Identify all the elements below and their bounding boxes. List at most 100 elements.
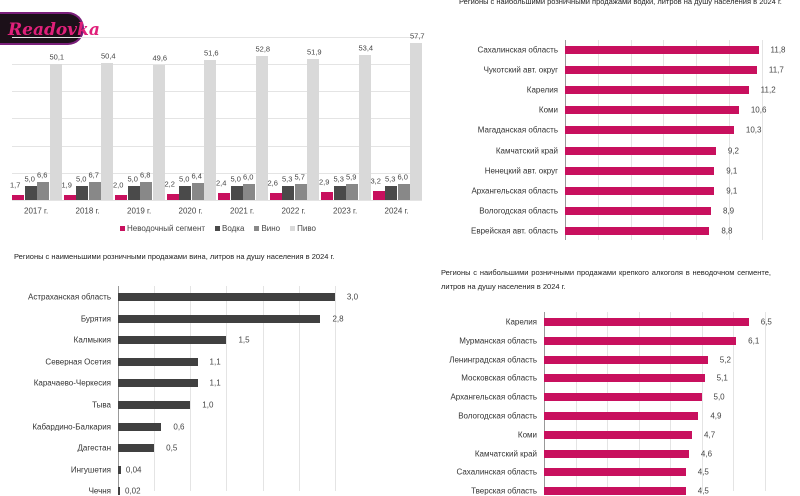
gridline [12, 118, 422, 120]
bar [152, 65, 165, 200]
data-label: 6,5 [760, 317, 772, 327]
data-label: 9,1 [726, 186, 738, 196]
data-label: 6,0 [397, 172, 408, 182]
bar [544, 430, 693, 439]
legend-item: Водка [215, 224, 244, 233]
category-label: Камчатский край [495, 146, 558, 155]
gridline [12, 91, 422, 93]
readovka-logo: Readovka [0, 12, 100, 45]
data-label: 9,2 [727, 146, 739, 155]
gridline [12, 172, 422, 174]
data-label: 8,8 [721, 226, 733, 236]
data-label: 6,0 [243, 172, 254, 182]
axis-line [565, 40, 566, 240]
gridline [630, 40, 632, 240]
bar [191, 182, 204, 200]
data-label: 10,6 [750, 105, 767, 115]
gridline [12, 145, 422, 147]
bar [294, 184, 307, 200]
bar [565, 186, 715, 195]
data-label: 5,7 [294, 172, 305, 182]
data-label: 4,5 [697, 486, 709, 496]
data-label: 11,8 [770, 45, 786, 55]
bar [346, 183, 358, 200]
data-label: 0,5 [166, 443, 178, 453]
category-label: Вологодская область [479, 206, 558, 216]
gridline [12, 200, 422, 201]
category-label: Карачаево-Черкесия [33, 378, 111, 388]
data-label: 1,7 [10, 180, 21, 190]
gridline [607, 312, 608, 491]
data-label: 1,5 [238, 335, 250, 345]
bar [88, 181, 101, 200]
wine-chart-title: Регионы с наименьшими розничными продажа… [14, 252, 335, 261]
data-label: 4,5 [697, 467, 709, 477]
data-label: 2,8 [332, 314, 344, 324]
category-label: Мурманская область [459, 336, 537, 346]
category-label: Ненецкий авт. округ [484, 166, 558, 176]
data-label: 5,9 [346, 172, 357, 182]
category-label: Архангельская область [450, 392, 537, 402]
data-label: 0,04 [125, 465, 142, 475]
bar [118, 314, 321, 323]
data-label: 1,1 [209, 357, 221, 367]
data-label: 6,7 [88, 170, 99, 180]
bar [544, 412, 699, 420]
data-label: 51,6 [204, 48, 219, 58]
data-label: 4,6 [700, 449, 713, 459]
data-label: 53,4 [358, 43, 374, 53]
legend-item: Неводочный сегмент [120, 224, 205, 233]
category-label: Ингушетия [70, 465, 111, 475]
gridline [764, 312, 766, 491]
bar [544, 336, 737, 345]
data-label: 1,9 [61, 180, 72, 190]
data-label: 4,9 [710, 411, 722, 421]
bar [243, 183, 255, 200]
bar [333, 185, 346, 200]
gridline [761, 40, 763, 240]
category-label: Вологодская область [458, 411, 537, 421]
bar [358, 54, 371, 200]
legend-swatch [290, 226, 296, 231]
category-label: Дагестан [77, 443, 112, 453]
data-label: 52,8 [255, 44, 271, 54]
bar [140, 181, 152, 200]
data-label: 51,9 [307, 47, 322, 57]
x-tick-label: 2017 г. [24, 206, 49, 216]
legend-swatch [254, 226, 260, 231]
legend-label: Водка [222, 224, 245, 233]
data-label: 5,0 [713, 392, 725, 402]
category-label: Карелия [526, 85, 558, 95]
gridline [298, 286, 300, 491]
gridline [696, 40, 698, 240]
bar [565, 46, 759, 54]
category-label: Сахалинская область [477, 45, 558, 55]
bar [269, 192, 282, 200]
bar [372, 191, 385, 200]
data-label: 0,6 [173, 422, 185, 432]
bar [565, 106, 739, 115]
data-label: 5,2 [719, 355, 731, 365]
data-label: 5,0 [230, 174, 241, 184]
bar [218, 193, 230, 200]
data-label: 4,7 [704, 430, 716, 440]
data-label: 2,0 [113, 180, 124, 190]
bar [63, 194, 76, 200]
data-label: 1,0 [202, 400, 214, 410]
data-label: 2,9 [319, 177, 330, 187]
bar [118, 357, 198, 366]
category-label: Коми [538, 105, 558, 115]
data-label: 3,2 [370, 176, 381, 186]
gridline [226, 286, 228, 491]
bar [565, 166, 715, 175]
x-tick-label: 2021 г. [230, 206, 255, 216]
bar [12, 195, 24, 200]
bar [565, 146, 716, 155]
bar [166, 194, 179, 200]
bar [544, 449, 689, 458]
bar [565, 86, 749, 95]
data-label: 5,0 [179, 174, 190, 184]
bar [101, 62, 113, 200]
bar [544, 393, 702, 402]
bar [565, 126, 734, 135]
